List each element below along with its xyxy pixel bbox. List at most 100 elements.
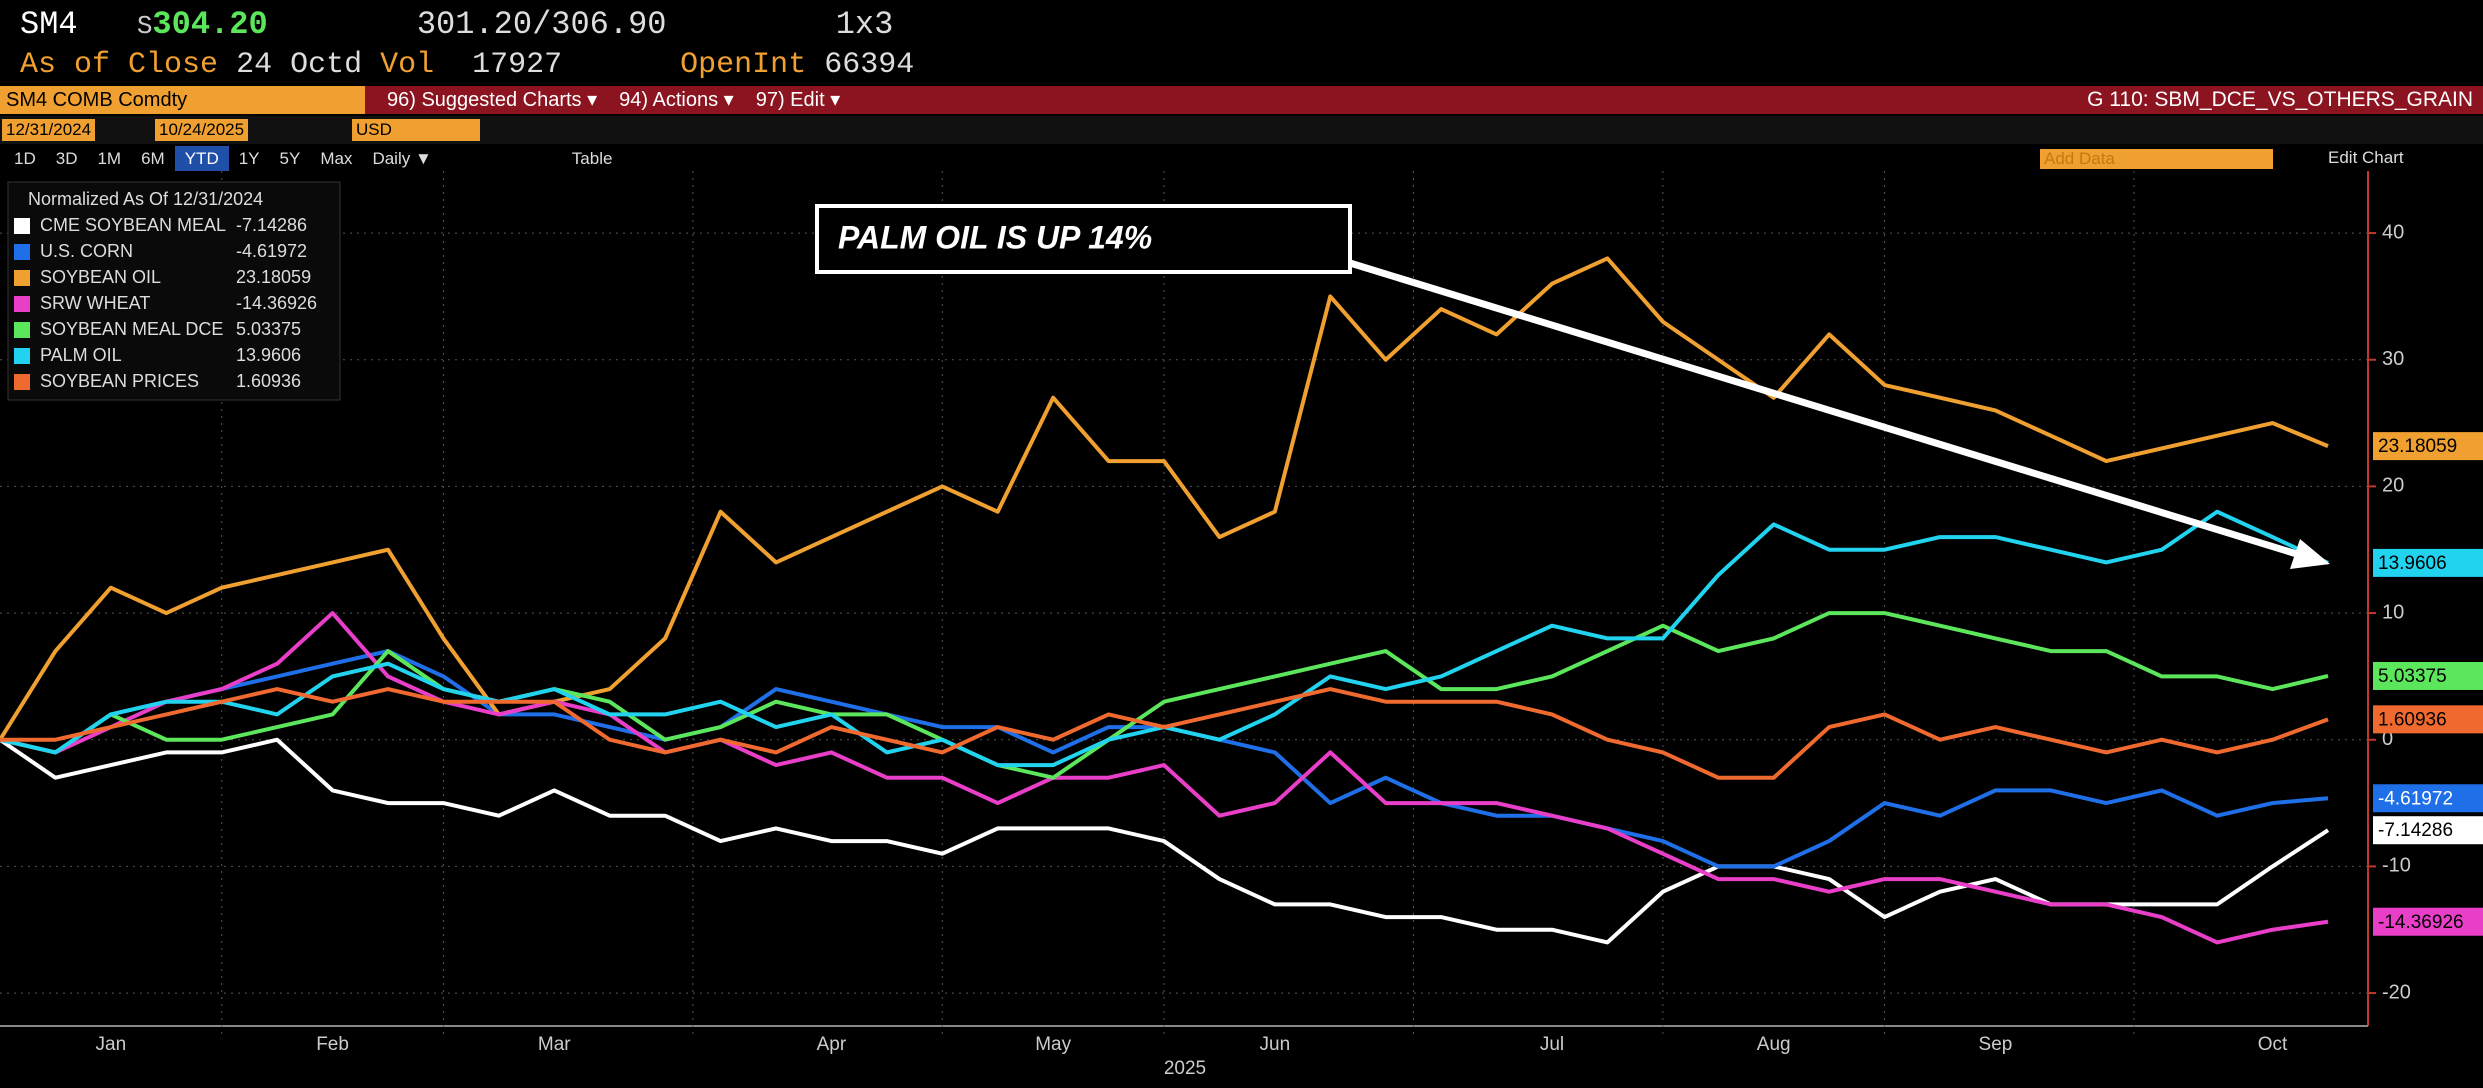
legend-name: PALM OIL: [40, 345, 122, 365]
security[interactable]: SM4 COMB Comdty: [0, 86, 365, 114]
value-tag-label: 13.9606: [2378, 553, 2447, 574]
size: 1x3: [835, 6, 894, 43]
legend-swatch: [14, 296, 30, 312]
red-toolbar: SM4 COMB Comdty 96) Suggested Charts ▾ 94…: [0, 86, 2483, 114]
legend-value: -14.36926: [236, 293, 317, 313]
chart-name[interactable]: G 110: SBM_DCE_VS_OTHERS_GRAIN: [2087, 88, 2473, 111]
y-tick-label: -10: [2382, 855, 2411, 877]
legend-swatch: [14, 348, 30, 364]
x-tick-label: Apr: [817, 1034, 847, 1055]
value-tag: [2373, 432, 2483, 461]
legend-title: Normalized As Of 12/31/2024: [28, 189, 263, 209]
value-tag-label: -14.36926: [2378, 912, 2464, 933]
currency[interactable]: USD: [352, 119, 480, 141]
range-button[interactable]: 1Y: [238, 149, 260, 168]
value-tag: [2373, 548, 2483, 577]
series-line: [0, 611, 2329, 780]
range-button[interactable]: YTD: [174, 146, 229, 172]
x-tick-label: Oct: [2258, 1034, 2288, 1055]
x-tick-label: Aug: [1757, 1034, 1791, 1055]
value-tag-label: 23.18059: [2378, 436, 2457, 457]
y-tick-label: 0: [2382, 728, 2393, 750]
value-tag-label: -7.14286: [2378, 820, 2453, 841]
value-tag: [2373, 784, 2483, 813]
x-axis-label: 2025: [1164, 1058, 1206, 1079]
legend-box: [7, 181, 341, 401]
as-of: As of Close: [20, 48, 219, 82]
frequency[interactable]: Daily ▼: [372, 149, 432, 168]
bid-ask: 301.20/306.90: [416, 6, 667, 43]
legend-value: 13.9606: [236, 345, 301, 365]
range-button[interactable]: 1D: [14, 149, 36, 168]
y-tick-label: -20: [2382, 981, 2411, 1003]
series-line: [0, 737, 2330, 945]
menu[interactable]: 97) Edit ▾: [755, 89, 841, 111]
edit-chart[interactable]: Edit Chart: [2328, 148, 2404, 167]
x-tick-label: Jun: [1260, 1034, 1291, 1055]
value-tag: [2373, 816, 2483, 845]
x-tick-label: Jan: [96, 1034, 127, 1055]
range-button[interactable]: 3D: [55, 149, 78, 168]
range-button[interactable]: 1M: [97, 149, 122, 168]
value-tag: [2373, 661, 2483, 690]
range-button[interactable]: 6M: [141, 149, 165, 168]
menu[interactable]: 94) Actions ▾: [619, 89, 734, 111]
price: 304.20: [152, 6, 268, 43]
value-tag-label: 5.03375: [2378, 666, 2447, 687]
legend-value: -7.14286: [236, 215, 307, 235]
annotation-text: PALM OIL IS UP 14%: [838, 219, 1152, 255]
close-date: 24 Octd: [236, 48, 363, 82]
legend-value: 23.18059: [236, 267, 311, 287]
range-button[interactable]: Max: [320, 149, 353, 168]
x-tick-label: Mar: [538, 1034, 571, 1055]
value-tag-label: -4.61972: [2378, 788, 2453, 809]
legend-name: SRW WHEAT: [40, 293, 150, 313]
value-tag: [2373, 705, 2483, 734]
x-tick-label: Feb: [316, 1034, 349, 1055]
table-button[interactable]: Table: [571, 149, 613, 168]
legend-name: SOYBEAN MEAL DCE: [40, 319, 223, 339]
close-row: As of Close 24 Octd Vol 17927 OpenInt 66…: [20, 48, 914, 82]
y-tick-label: 30: [2382, 348, 2404, 370]
legend-value: 1.60936: [236, 371, 301, 391]
x-tick-label: Sep: [1979, 1034, 2013, 1055]
legend-swatch: [14, 244, 30, 260]
price-prefix: S: [136, 11, 153, 41]
legend-swatch: [14, 218, 30, 234]
oi: 66394: [824, 48, 915, 82]
y-tick-label: 40: [2382, 221, 2404, 243]
add-data[interactable]: Add Data: [2040, 149, 2273, 169]
legend-value: 5.03375: [236, 319, 301, 339]
menu[interactable]: 96) Suggested Charts ▾: [387, 89, 598, 111]
date-row: 12/31/2024 10/24/2025 USD Add Data Edit …: [0, 116, 2483, 169]
y-tick-label: 10: [2382, 601, 2404, 623]
value-tag-label: 1.60936: [2378, 709, 2447, 730]
x-tick-label: Jul: [1540, 1034, 1564, 1055]
legend-value: -4.61972: [236, 241, 307, 261]
series-line: [0, 611, 2329, 945]
range-buttons: 1D 3D 1M 6M YTD 1Y 5Y Max Daily ▼ Table: [4, 146, 622, 172]
annotation-arrow: [1348, 259, 2302, 559]
vol-label: Vol: [380, 48, 435, 82]
series-line: [0, 687, 2329, 780]
legend-name: CME SOYBEAN MEAL: [40, 215, 226, 235]
x-tick-label: May: [1035, 1034, 1071, 1055]
vol: 17927: [472, 48, 563, 82]
oi-label: OpenInt: [680, 48, 807, 82]
legend-swatch: [14, 322, 30, 338]
legend-name: SOYBEAN PRICES: [40, 371, 199, 391]
ticker: SM4: [20, 6, 78, 43]
chart: -20 -10 0 10 20 30 40 Jan Feb Mar Apr May Jun Jul Aug S…: [0, 171, 2483, 1079]
annotation-box: [815, 204, 1352, 274]
end-date[interactable]: 10/24/2025: [155, 119, 249, 141]
series-line: [0, 256, 2329, 741]
legend-swatch: [14, 374, 30, 390]
legend-name: U.S. CORN: [40, 241, 133, 261]
value-tag: [2373, 907, 2483, 936]
start-date[interactable]: 12/31/2024: [2, 119, 96, 141]
annotation-arrowhead: [2290, 539, 2330, 569]
menus: 96) Suggested Charts ▾ 94) Actions ▾ 97) E…: [365, 86, 840, 114]
legend-name: SOYBEAN OIL: [40, 267, 161, 287]
range-button[interactable]: 5Y: [279, 149, 301, 168]
